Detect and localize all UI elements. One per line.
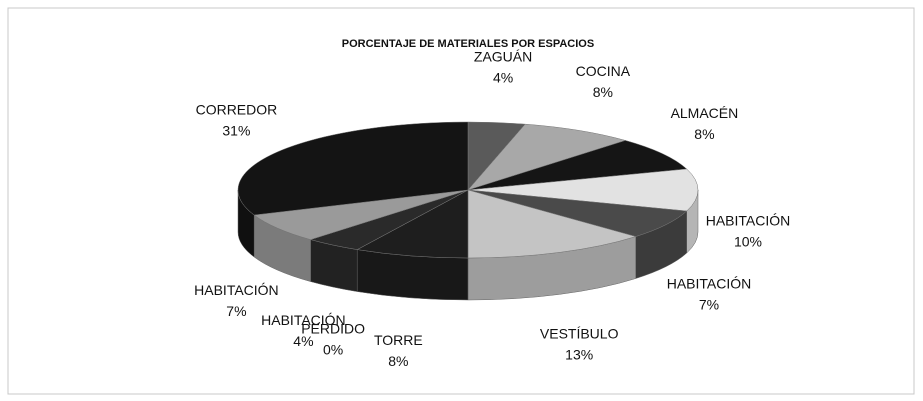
slice-label: HABITACIÓN xyxy=(667,275,752,291)
slice xyxy=(467,189,637,259)
slice-label: ALMACÉN xyxy=(671,105,739,121)
slice xyxy=(237,121,469,216)
slice xyxy=(467,168,699,212)
chart-title: PORCENTAJE DE MATERIALES POR ESPACIOS xyxy=(342,38,594,50)
slice-label: PERDIDO xyxy=(301,320,365,336)
slice-value-label: 8% xyxy=(388,353,408,369)
slice-label: ZAGUÁN xyxy=(474,49,532,65)
slice xyxy=(253,189,469,240)
slice xyxy=(467,140,688,191)
slice-value-label: 7% xyxy=(226,303,246,319)
slice-value-label: 8% xyxy=(694,126,714,142)
slice-label: TORRE xyxy=(374,332,423,348)
slice-label: HABITACIÓN xyxy=(194,282,279,298)
slice xyxy=(467,189,688,237)
slice-value-label: 31% xyxy=(222,123,250,139)
slice xyxy=(467,123,627,191)
slice-value-label: 4% xyxy=(293,333,313,349)
slice-value-label: 13% xyxy=(565,347,593,363)
slice-label: HABITACIÓN xyxy=(706,213,791,229)
slice-value-label: 8% xyxy=(593,84,613,100)
slice xyxy=(356,189,469,259)
slice-label: CORREDOR xyxy=(196,102,278,118)
slice-value-label: 0% xyxy=(323,341,343,357)
slice-value-label: 7% xyxy=(699,296,719,312)
slice-value-label: 4% xyxy=(493,70,513,86)
slice-label: COCINA xyxy=(576,63,631,79)
slice-label: HABITACIÓN xyxy=(261,312,346,328)
slice-value-label: 10% xyxy=(734,234,762,250)
slice-label: VESTÍBULO xyxy=(540,326,619,342)
